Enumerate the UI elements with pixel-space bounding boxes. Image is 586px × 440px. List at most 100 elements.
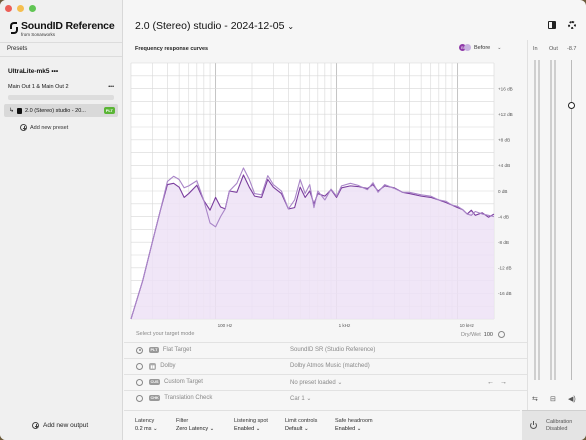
after-icon bbox=[464, 44, 471, 51]
target-row-dolby[interactable]: ▮▮ Dolby Dolby Atmos Music (matched) bbox=[124, 358, 527, 373]
sidebar: SoundID Reference from Sonarworks Preset… bbox=[0, 0, 123, 440]
input-meter-left bbox=[534, 60, 536, 380]
drywet-value: 100 bbox=[483, 331, 493, 338]
close-window-button[interactable] bbox=[5, 5, 12, 12]
minimize-window-button[interactable] bbox=[17, 5, 24, 12]
chevron-down-icon: ⌄ bbox=[337, 379, 343, 386]
bottom-toolbar: Latency 0.2 ms ⌄ Filter Zero Latency ⌄ L… bbox=[124, 410, 520, 440]
volume-slider-handle[interactable] bbox=[568, 101, 575, 109]
swap-icon[interactable]: ⇆ bbox=[532, 396, 538, 403]
radio-button[interactable] bbox=[136, 346, 143, 354]
response-curve-2 bbox=[130, 167, 495, 320]
filter-value: Zero Latency bbox=[176, 426, 209, 432]
logo-subtitle: from Sonarworks bbox=[21, 32, 56, 37]
latency-label: Latency bbox=[135, 418, 155, 424]
calibration-toggle[interactable]: Calibration Disabled bbox=[522, 410, 586, 440]
radio-button[interactable] bbox=[136, 394, 143, 402]
plus-icon bbox=[20, 124, 27, 131]
prev-next-arrows-icon[interactable]: ←→ bbox=[487, 378, 513, 386]
add-preset-button[interactable]: Add new preset bbox=[20, 124, 68, 131]
preset-name: 2.0 (Stereo) studio - 20... bbox=[25, 107, 86, 114]
radio-button[interactable] bbox=[136, 362, 143, 370]
add-output-button[interactable]: Add new output bbox=[32, 422, 88, 429]
output-level-bar bbox=[8, 95, 114, 100]
latency-value: 0.2 ms bbox=[135, 426, 152, 432]
target-name: Translation Check bbox=[164, 395, 213, 401]
chevron-down-icon: ⌄ bbox=[287, 21, 295, 31]
output-selector[interactable]: Main Out 1 & Main Out 2 ••• bbox=[8, 84, 114, 90]
more-icon[interactable]: ••• bbox=[51, 68, 59, 75]
mono-icon[interactable]: ⊟ bbox=[550, 396, 556, 403]
frequency-response-chart[interactable]: +16 dB +12 dB +8 dB +4 dB 0 dB -4 dB -8 dB -12 … bbox=[124, 57, 527, 329]
safe-headroom-dropdown[interactable]: Safe headroom Enabled ⌄ bbox=[335, 417, 373, 433]
device-name[interactable]: UltraLite-mk5 ••• bbox=[8, 68, 59, 75]
preset-title-dropdown[interactable]: 2.0 (Stereo) studio - 2024-12-05 ⌄ bbox=[135, 20, 294, 32]
input-meter-right bbox=[538, 60, 540, 380]
power-icon bbox=[530, 421, 537, 429]
y-tick-label: -16 dB bbox=[498, 291, 512, 296]
y-tick-label: +4 dB bbox=[498, 163, 510, 168]
chevron-down-icon: ⌄ bbox=[306, 395, 312, 402]
target-row-flat[interactable]: PLT Flat Target SoundID SR (Studio Refer… bbox=[124, 342, 527, 357]
output-meter-label: Out bbox=[549, 46, 558, 52]
limit-controls-label: Limit controls bbox=[285, 418, 318, 424]
more-icon[interactable]: ••• bbox=[108, 84, 114, 90]
before-label: Before bbox=[474, 44, 491, 51]
divider bbox=[0, 56, 122, 57]
y-tick-label: -8 dB bbox=[498, 240, 509, 245]
output-name: Main Out 1 & Main Out 2 bbox=[8, 84, 69, 90]
chevron-down-icon: ⌄ bbox=[303, 426, 309, 432]
listening-spot-dropdown[interactable]: Listening spot Enabled ⌄ bbox=[234, 417, 268, 433]
volume-slider-track[interactable] bbox=[571, 60, 572, 380]
target-value: Dolby Atmos Music (matched) bbox=[290, 363, 370, 369]
speaker-icon bbox=[17, 107, 23, 114]
target-mode-label: Select your target mode bbox=[136, 331, 195, 337]
zoom-window-button[interactable] bbox=[29, 5, 36, 12]
header-icons bbox=[548, 21, 576, 29]
chevron-down-icon: ⌄ bbox=[153, 426, 158, 432]
calibration-value: Disabled bbox=[546, 425, 568, 432]
dolby-icon: ▮▮ bbox=[149, 362, 157, 370]
drywet-knob-icon[interactable] bbox=[497, 331, 505, 338]
x-tick-label: 1 kHz bbox=[339, 323, 351, 328]
target-value-dropdown[interactable]: No preset loaded ⌄ bbox=[290, 379, 343, 386]
output-meter-left bbox=[550, 60, 552, 380]
response-fill-area bbox=[131, 175, 494, 319]
limit-controls-dropdown[interactable]: Limit controls Default ⌄ bbox=[285, 417, 317, 433]
speaker-volume-icon[interactable]: ◀) bbox=[568, 396, 576, 403]
target-value-dropdown[interactable]: Car 1 ⌄ bbox=[290, 395, 312, 402]
latency-dropdown[interactable]: Latency 0.2 ms ⌄ bbox=[135, 417, 158, 433]
y-tick-label: +16 dB bbox=[498, 86, 513, 91]
add-output-label: Add new output bbox=[43, 422, 89, 429]
drywet-control[interactable]: Dry/Wet 100 bbox=[461, 331, 505, 338]
drywet-label: Dry/Wet bbox=[461, 331, 481, 338]
target-badge: PLT bbox=[149, 347, 159, 353]
meter-panel: In Out -8.7 ⇆ ⊟ ◀) bbox=[527, 40, 586, 410]
preset-item-active[interactable]: ↳ 2.0 (Stereo) studio - 20... PLT bbox=[4, 104, 118, 117]
calibration-label: Calibration bbox=[546, 418, 573, 425]
before-icon: B bbox=[459, 44, 466, 51]
panel-toggle-icon[interactable] bbox=[548, 21, 556, 29]
target-row-custom[interactable]: CUS Custom Target No preset loaded ⌄ ←→ bbox=[124, 374, 527, 389]
filter-dropdown[interactable]: Filter Zero Latency ⌄ bbox=[176, 417, 214, 433]
target-badge: CUS bbox=[149, 379, 161, 385]
radio-button[interactable] bbox=[136, 378, 143, 386]
target-name: Dolby bbox=[160, 363, 176, 369]
target-badge: CHK bbox=[149, 395, 161, 401]
volume-value: -8.7 bbox=[567, 46, 577, 52]
listening-spot-value: Enabled bbox=[234, 426, 255, 432]
app-logo: SoundID Reference from Sonarworks bbox=[9, 21, 115, 37]
safe-headroom-value: Enabled bbox=[335, 426, 356, 432]
target-name: Custom Target bbox=[164, 379, 203, 385]
y-tick-label: +8 dB bbox=[498, 138, 510, 143]
before-toggle[interactable]: B Before ⌄ bbox=[459, 44, 501, 51]
y-tick-label: -4 dB bbox=[498, 214, 509, 219]
limit-controls-value: Default bbox=[285, 426, 303, 432]
window-controls bbox=[5, 5, 36, 12]
target-row-translation[interactable]: CHK Translation Check Car 1 ⌄ bbox=[124, 390, 527, 405]
gear-icon[interactable] bbox=[568, 21, 576, 29]
chevron-down-icon: ⌄ bbox=[356, 426, 362, 432]
link-icon: ↳ bbox=[9, 108, 15, 114]
soundid-logo-icon bbox=[9, 22, 18, 34]
